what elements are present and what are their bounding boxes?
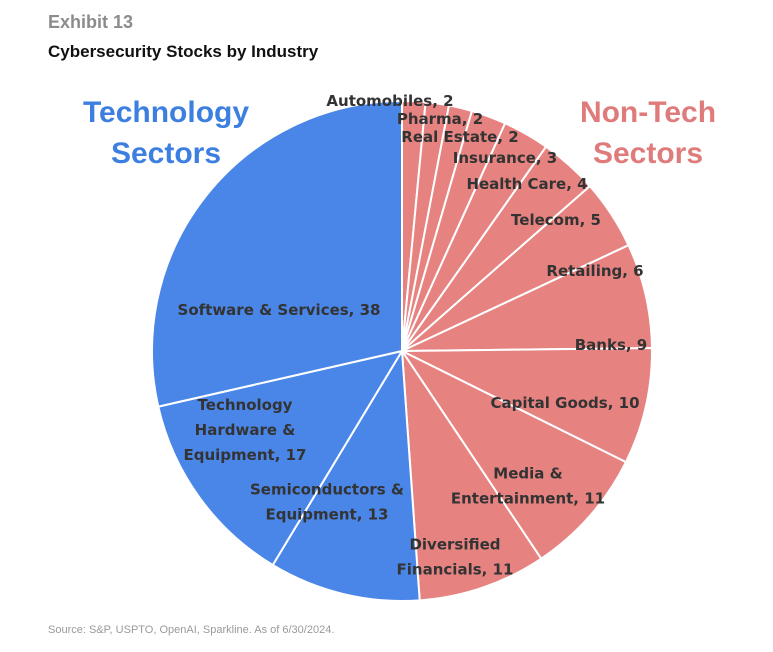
slice-label-line: Technology <box>198 396 293 414</box>
chart-title: Cybersecurity Stocks by Industry <box>48 42 319 61</box>
pie-slice-banks <box>401 244 653 352</box>
slice-label-line: Retailing, 6 <box>546 262 643 280</box>
slice-label-media-and-entertainment: Media & Entertainment, 11 <box>451 465 605 508</box>
slice-label-line: Banks, 9 <box>575 336 648 354</box>
slice-label-automobiles: Automobiles, 2 <box>326 92 453 110</box>
slice-label-line: Insurance, 3 <box>453 149 558 167</box>
slice-label-line: Health Care, 4 <box>466 175 587 193</box>
slice-label-banks: Banks, 9 <box>575 336 648 354</box>
slice-label-retailing: Retailing, 6 <box>546 262 643 280</box>
source-note: Source: S&P, USPTO, OpenAI, Sparkline. A… <box>48 624 335 636</box>
pie-slices <box>151 100 653 602</box>
pie-slice-capital-goods <box>401 347 653 464</box>
non-tech-sectors-label: Non-Tech Sectors <box>579 96 717 170</box>
slice-label-semiconductors-and-equipment: Semiconductors & Equipment, 13 <box>250 481 404 524</box>
slice-label-line: Financials, 11 <box>397 561 514 579</box>
slice-label-line: Media & <box>493 465 562 483</box>
pie-slice-technology-hardware-and-equipment <box>157 350 403 566</box>
slice-label-line: Capital Goods, 10 <box>490 394 639 412</box>
slice-label-line: Hardware & <box>195 421 296 439</box>
slice-label-line: Diversified <box>409 536 500 554</box>
pie-slice-media-and-entertainment <box>401 350 627 560</box>
slice-label-real-estate: Real Estate, 2 <box>401 128 518 146</box>
slice-label-line: Equipment, 17 <box>184 446 307 464</box>
slice-label-health-care: Health Care, 4 <box>466 175 587 193</box>
slice-label-line: Pharma, 2 <box>397 110 483 128</box>
slice-label-diversified-financials: Diversified Financials, 11 <box>397 536 514 579</box>
slice-label-line: Real Estate, 2 <box>401 128 518 146</box>
pie-slice-semiconductors-and-equipment <box>271 350 421 602</box>
slice-label-pharma: Pharma, 2 <box>397 110 483 128</box>
slice-label-line: Software & Services, 38 <box>178 301 381 319</box>
technology-sectors-label: Technology Sectors <box>82 96 250 170</box>
slice-label-line: Equipment, 13 <box>266 506 389 524</box>
slice-label-technology-hardware-and-equipment: Technology Hardware & Equipment, 17 <box>184 396 307 464</box>
slice-label-line: Automobiles, 2 <box>326 92 453 110</box>
pie-slice-software-and-services <box>151 100 403 408</box>
slice-label-capital-goods: Capital Goods, 10 <box>490 394 639 412</box>
slice-label-line: Telecom, 5 <box>511 211 601 229</box>
slice-label-telecom: Telecom, 5 <box>511 211 601 229</box>
slice-label-software-and-services: Software & Services, 38 <box>178 301 381 319</box>
pie-slice-diversified-financials <box>401 350 543 602</box>
exhibit-number: Exhibit 13 <box>48 12 134 32</box>
slice-label-insurance: Insurance, 3 <box>453 149 558 167</box>
slice-label-line: Entertainment, 11 <box>451 490 605 508</box>
slice-label-line: Semiconductors & <box>250 481 404 499</box>
